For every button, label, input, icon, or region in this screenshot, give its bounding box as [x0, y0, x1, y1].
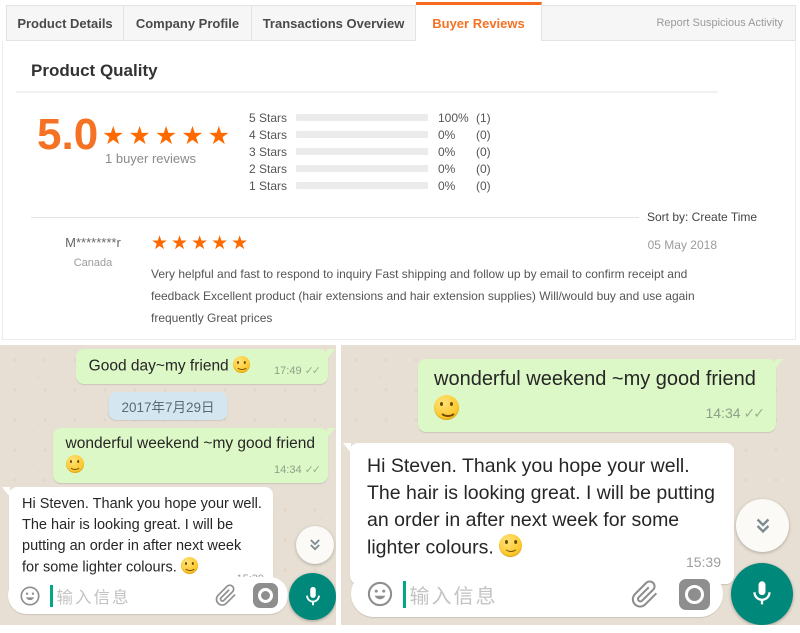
- input-placeholder: 输入信息: [409, 585, 498, 608]
- reviewer-country: Canada: [73, 257, 113, 269]
- breakdown-row-2-stars: 2 Stars 0% (0): [248, 161, 491, 176]
- outgoing-message: Good day~my friend 17:49 ✓✓: [75, 349, 336, 385]
- rating-bar: [296, 114, 428, 121]
- voice-record-button[interactable]: [289, 573, 336, 620]
- double-chevron-down-icon: [310, 539, 320, 551]
- breakdown-row-4-stars: 4 Stars 0% (0): [248, 127, 491, 142]
- breakdown-row-3-stars: 3 Stars 0% (0): [248, 144, 491, 159]
- breakdown-row-5-stars: 5 Stars 100% (1): [248, 110, 491, 125]
- reviewer-info: M********r Canada: [41, 235, 145, 269]
- tab-company-profile[interactable]: Company Profile: [124, 5, 252, 41]
- tab-bar-filler: Report Suspicious Activity: [542, 5, 796, 41]
- camera-icon[interactable]: [253, 583, 278, 608]
- emoji-picker-icon[interactable]: [19, 585, 41, 607]
- slightly-smiling-emoji: [233, 356, 250, 373]
- tab-product-details[interactable]: Product Details: [6, 5, 124, 41]
- breakdown-row-1-stars: 1 Stars 0% (0): [248, 178, 491, 193]
- voice-record-button[interactable]: [731, 563, 793, 625]
- attach-paperclip-icon[interactable]: [215, 584, 238, 607]
- rating-bar: [296, 131, 428, 138]
- message-input[interactable]: 输入信息: [351, 571, 723, 617]
- date-divider: 2017年7月29日: [108, 392, 228, 420]
- input-placeholder: 输入信息: [56, 588, 131, 607]
- text-cursor: [403, 580, 406, 608]
- rating-bar: [296, 148, 428, 155]
- scroll-to-bottom-button[interactable]: [736, 499, 789, 552]
- emoji-picker-icon[interactable]: [366, 580, 394, 608]
- message-input[interactable]: 输入信息: [8, 577, 288, 614]
- sort-by-control[interactable]: Sort by: Create Time: [647, 210, 758, 224]
- review-text: Very helpful and fast to respond to inqu…: [151, 267, 695, 325]
- tab-bar: Product Details Company Profile Transact…: [6, 2, 796, 41]
- scroll-to-bottom-button[interactable]: [296, 526, 334, 564]
- incoming-message: Hi Steven. Thank you hope your well. The…: [343, 443, 734, 584]
- divider: [16, 91, 718, 93]
- divider: [31, 217, 639, 218]
- rating-bar: [296, 182, 428, 189]
- rating-breakdown: 5 Stars 100% (1) 4 Stars 0% (0) 3 Stars …: [235, 109, 502, 194]
- rating-bar: [296, 165, 428, 172]
- outgoing-message: wonderful weekend ~my good friend 14:34 ✓…: [52, 428, 336, 484]
- attach-paperclip-icon[interactable]: [631, 579, 660, 609]
- slightly-smiling-emoji: [434, 395, 459, 420]
- review-date: 05 May 2018: [647, 238, 717, 252]
- double-chevron-down-icon: [756, 518, 769, 533]
- tab-transactions-overview[interactable]: Transactions Overview: [252, 5, 416, 41]
- smiling-emoji: [180, 557, 198, 574]
- delivered-ticks-icon: ✓✓: [304, 464, 322, 477]
- delivered-ticks-icon: ✓✓: [304, 365, 322, 378]
- microphone-icon: [305, 586, 320, 605]
- review-count-label: 1 buyer reviews: [105, 151, 197, 166]
- slightly-smiling-emoji: [65, 455, 84, 473]
- delivered-ticks-icon: ✓✓: [743, 405, 766, 422]
- whatsapp-screenshots: Good day~my friend 17:49 ✓✓ 2017年7月29日 wo…: [0, 345, 800, 625]
- buyer-reviews-panel: Product Quality 5.0 ★★★★★ 1 buyer review…: [2, 41, 796, 340]
- smiling-emoji: [499, 534, 523, 557]
- report-suspicious-activity-link[interactable]: Report Suspicious Activity: [656, 17, 783, 29]
- section-title: Product Quality: [31, 61, 158, 80]
- camera-icon[interactable]: [679, 578, 710, 610]
- text-cursor: [50, 584, 53, 607]
- average-rating-value: 5.0: [37, 110, 99, 159]
- average-rating-stars: ★★★★★: [102, 122, 235, 150]
- reviewer-name: M********r: [65, 235, 121, 250]
- review-star-rating: ★★★★★: [151, 233, 252, 254]
- tab-buyer-reviews[interactable]: Buyer Reviews: [416, 2, 542, 41]
- whatsapp-chat-right: wonderful weekend ~my good friend 14:34 ✓…: [341, 345, 800, 625]
- microphone-icon: [753, 581, 771, 605]
- whatsapp-chat-left: Good day~my friend 17:49 ✓✓ 2017年7月29日 wo…: [0, 345, 336, 625]
- outgoing-message: wonderful weekend ~my good friend 14:34 ✓…: [418, 359, 783, 433]
